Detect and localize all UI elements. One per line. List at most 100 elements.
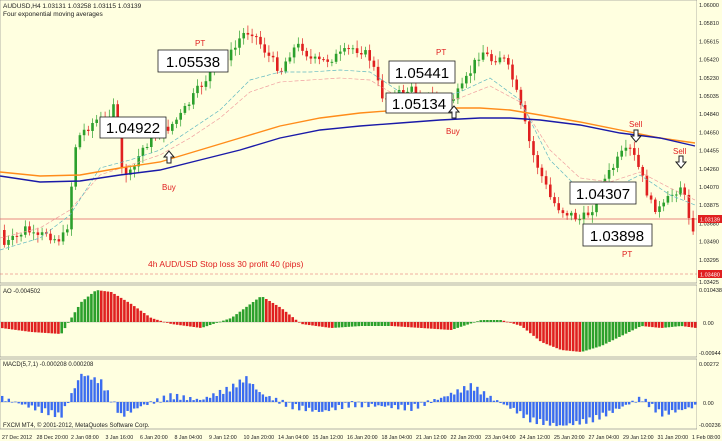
macd-bar xyxy=(677,402,680,410)
macd-bar xyxy=(420,401,423,403)
ao-bar xyxy=(195,322,199,328)
ao-bar xyxy=(331,322,334,328)
macd-bar xyxy=(446,396,449,402)
macd-bar xyxy=(436,399,439,402)
ao-bar xyxy=(687,322,690,327)
price-tick-label: 1.03680 xyxy=(699,221,719,227)
ao-bar xyxy=(482,320,486,322)
macd-bar xyxy=(261,394,265,402)
ao-bar xyxy=(93,291,96,322)
ao-bar xyxy=(106,291,110,322)
macd-bar xyxy=(433,399,436,402)
macd-bar xyxy=(129,402,133,413)
candle-body xyxy=(301,43,304,51)
macd-bar xyxy=(694,402,697,405)
macd-bar xyxy=(103,390,106,402)
label-buy-1: Buy xyxy=(162,183,176,192)
candle-body xyxy=(624,147,628,151)
macd-bar xyxy=(195,398,199,402)
ao-bar xyxy=(486,320,489,322)
ao-bar xyxy=(327,322,331,328)
candle-body xyxy=(187,104,191,106)
ao-bar xyxy=(278,306,281,322)
ao-bar xyxy=(60,322,63,334)
candle-body xyxy=(196,85,199,94)
ao-bar xyxy=(390,322,393,327)
ao-bar xyxy=(172,322,176,325)
candle-body xyxy=(276,57,279,71)
candle-body xyxy=(691,217,695,232)
ao-bar xyxy=(212,322,215,324)
ao-bar xyxy=(113,293,116,322)
macd-bar xyxy=(73,388,76,402)
macd-bar xyxy=(218,389,222,402)
arrow-down-icon xyxy=(629,129,643,143)
svg-text:1.04307: 1.04307 xyxy=(576,186,630,203)
macd-bar xyxy=(169,393,172,402)
macd-bar xyxy=(67,402,70,404)
time-tick-label: 16 Jan 20:00 xyxy=(347,435,378,441)
macd-bar xyxy=(116,402,119,413)
macd-bar xyxy=(268,396,271,402)
ao-histogram-layer xyxy=(1,290,697,352)
candle-body xyxy=(368,50,371,61)
ao-bar xyxy=(248,304,252,322)
macd-bar xyxy=(179,399,182,402)
candle-body xyxy=(515,79,518,90)
macd-bar xyxy=(426,400,430,402)
macd-bar xyxy=(548,402,552,426)
ao-bar xyxy=(479,320,483,322)
ao-bar xyxy=(304,322,308,325)
macd-bar xyxy=(142,402,146,405)
macd-bar xyxy=(496,400,499,402)
ao-bar xyxy=(142,313,146,322)
ao-bar xyxy=(337,322,341,328)
candle-body xyxy=(95,119,98,123)
macd-bar xyxy=(410,402,413,411)
candle-body xyxy=(557,203,560,211)
ao-bar xyxy=(205,322,209,327)
ao-bar xyxy=(334,322,337,328)
macd-bar xyxy=(591,402,595,423)
ao-bar xyxy=(192,322,195,327)
svg-text:1.03898: 1.03898 xyxy=(590,228,644,245)
ao-bar xyxy=(436,322,440,330)
ao-bar xyxy=(433,322,436,329)
ao-bar xyxy=(410,322,413,328)
ao-bar xyxy=(611,322,615,341)
macd-bar xyxy=(149,401,152,402)
macd-bar xyxy=(40,402,43,413)
ao-bar xyxy=(298,322,301,323)
candle-body xyxy=(553,197,556,204)
ao-bar xyxy=(601,322,605,346)
ao-bar xyxy=(119,297,123,322)
price-tick-label: 1.04070 xyxy=(699,185,719,191)
candle-body xyxy=(246,32,250,35)
macd-bar xyxy=(156,398,159,402)
candle-body xyxy=(204,81,208,87)
ao-bar xyxy=(499,320,502,322)
ao-bar xyxy=(677,322,681,327)
macd-bar xyxy=(641,401,644,403)
candle-body xyxy=(376,66,380,81)
ema-blue xyxy=(0,117,696,183)
arrow-down-icon xyxy=(674,155,688,169)
candle-body xyxy=(330,61,334,63)
macd-bar xyxy=(83,376,86,402)
macd-bar xyxy=(80,373,83,402)
ao-bar xyxy=(57,322,60,334)
candle-body xyxy=(309,56,313,59)
macd-bar xyxy=(63,402,67,407)
time-tick-label: 27 Jan 04:00 xyxy=(589,435,620,441)
macd-bar xyxy=(301,402,304,406)
ao-bar xyxy=(324,322,327,328)
candle-body xyxy=(687,194,691,218)
candle-body xyxy=(473,59,476,74)
candle-body xyxy=(670,194,674,197)
macd-bar xyxy=(423,402,426,406)
ao-bar xyxy=(159,320,162,322)
macd-bar xyxy=(456,389,459,402)
macd-bar xyxy=(327,402,331,412)
candle-body xyxy=(410,86,413,92)
